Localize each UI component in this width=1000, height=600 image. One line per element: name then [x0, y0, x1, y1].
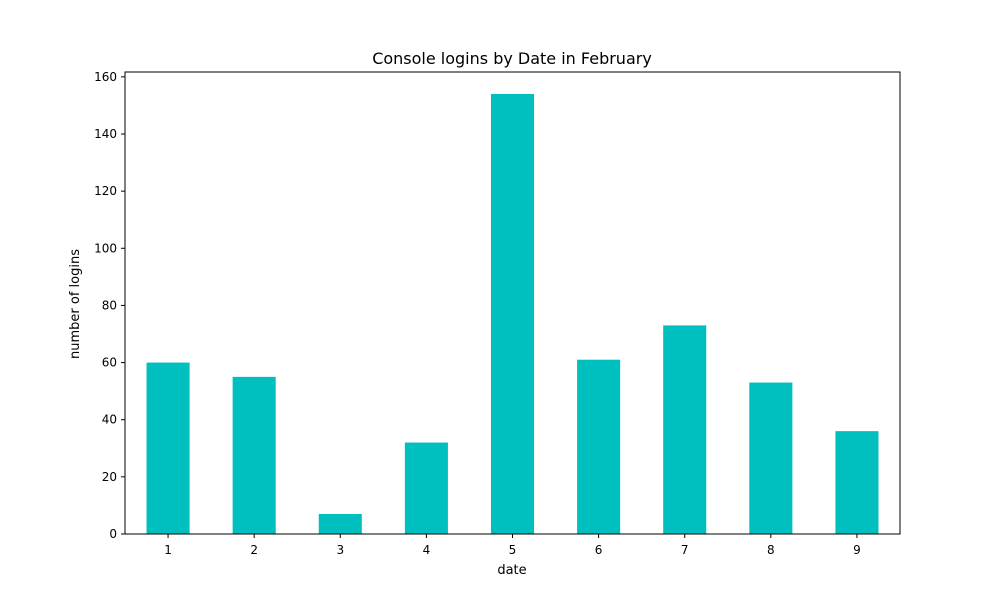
x-tick-label: 1 [164, 543, 172, 557]
x-tick-label: 8 [767, 543, 775, 557]
x-tick-label: 6 [595, 543, 603, 557]
y-tick-label: 140 [94, 127, 117, 141]
y-tick-label: 160 [94, 70, 117, 84]
y-axis-ticks: 0 20 40 60 80 100 120 140 160 [94, 70, 125, 541]
bar-6 [577, 359, 621, 534]
bar-3 [318, 514, 362, 534]
y-tick-label: 60 [102, 356, 117, 370]
x-tick-label: 3 [336, 543, 344, 557]
y-tick-label: 20 [102, 470, 117, 484]
bar-5 [490, 94, 535, 534]
y-tick-label: 0 [109, 527, 117, 541]
y-tick-label: 40 [102, 413, 117, 427]
plot-frame [124, 71, 901, 535]
x-tick-label: 7 [681, 543, 689, 557]
bar-series [146, 94, 879, 534]
x-tick-label: 4 [423, 543, 431, 557]
y-tick-label: 100 [94, 241, 117, 255]
chart-title: Console logins by Date in February [372, 49, 652, 68]
y-axis-label: number of logins [68, 249, 83, 359]
bar-2 [232, 376, 276, 534]
bar-7 [663, 325, 707, 534]
y-tick-label: 80 [102, 298, 117, 312]
bar-8 [749, 382, 793, 534]
x-axis-ticks: 1 2 3 4 5 6 7 8 9 [164, 534, 861, 557]
bar-9 [835, 431, 879, 534]
bar-4 [404, 442, 448, 534]
x-tick-label: 5 [509, 543, 517, 557]
x-tick-label: 9 [853, 543, 861, 557]
bar-1 [146, 362, 190, 534]
y-tick-label: 120 [94, 184, 117, 198]
x-axis-label: date [497, 563, 526, 578]
x-tick-label: 2 [250, 543, 258, 557]
